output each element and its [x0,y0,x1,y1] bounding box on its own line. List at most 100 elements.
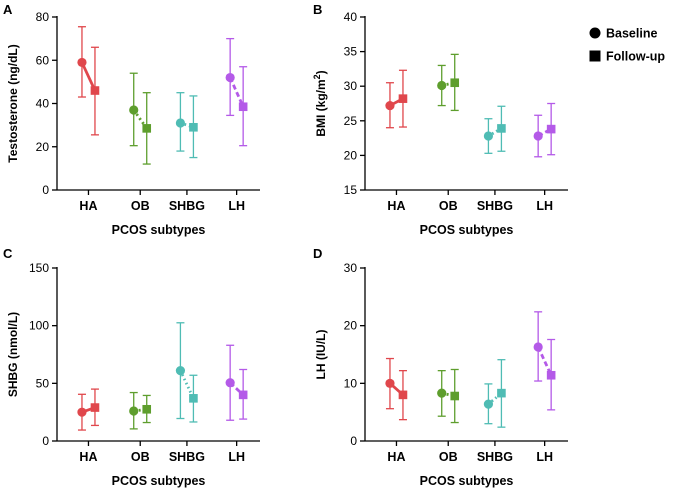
x-tick-label-ob: OB [439,450,458,464]
x-axis-label: PCOS subtypes [420,474,514,488]
panel-letter: C [3,246,13,261]
connector-line [536,346,553,376]
point-baseline-ob [437,80,447,91]
group-ob [437,368,460,424]
x-tick-label-lh: LH [536,450,553,464]
y-axis-label-part: Testosterone (ng/dL) [6,44,20,162]
point-followup-shbg [497,388,506,398]
y-tick-label: 40 [344,10,358,24]
point-followup-ha [90,86,100,95]
y-tick-label: 10 [344,376,358,390]
point-baseline-ob [129,105,139,115]
legend: Baseline Follow-up [589,27,665,64]
group-ha [385,69,408,129]
panel-letter: A [3,2,13,17]
group-lh [225,37,248,147]
legend-followup-marker [589,50,601,62]
y-axis-label-part: SHBG (nmol/L) [6,312,20,397]
point-followup-lh [546,124,556,134]
y-tick-label: 0 [42,434,49,448]
y-tick-label: 40 [36,97,50,111]
legend-baseline-marker [589,27,601,39]
panel-letter: D [313,246,322,261]
x-tick-label-shbg: SHBG [169,199,205,213]
y-tick-label: 80 [36,10,50,24]
y-tick-label: 20 [36,140,50,154]
point-baseline-ob [129,406,139,416]
x-tick-label-lh: LH [536,199,553,213]
x-tick-label-ob: OB [131,199,150,213]
group-ob [129,72,152,165]
x-tick-label-lh: LH [228,450,245,464]
y-tick-label: 15 [344,183,358,197]
y-axis-label-part: LH (IU/L) [314,330,328,380]
x-tick-label-ob: OB [439,199,458,213]
x-tick-label-shbg: SHBG [169,450,205,464]
group-shbg [483,105,506,154]
y-axis-label-part: ) [314,70,328,74]
y-axis-label-part: BMI (kg/m [314,79,328,136]
x-tick-label-shbg: SHBG [477,450,513,464]
point-baseline-ha [77,57,87,68]
x-tick-label-ha: HA [387,450,405,464]
group-ha [77,26,100,136]
y-axis-label: SHBG (nmol/L) [6,312,20,397]
panel-d-lh: D 0 10 20 30 HA OB SHBG LH PCOS subtypes LH (IU/L) [313,246,568,488]
y-axis-label: BMI (kg/m2) [312,70,328,136]
x-tick-label-ha: HA [79,450,97,464]
panel-c-shbg: C 0 50 100 150 HA OB SHBG LH PCOS subtypes SHBG (n… [3,246,260,488]
point-followup-ha [398,94,408,103]
y-tick-label: 25 [344,114,358,128]
point-followup-ha [398,390,408,400]
point-baseline-lh [533,342,543,352]
x-axis-label: PCOS subtypes [112,474,206,488]
point-followup-shbg [189,394,198,403]
x-axis-label: PCOS subtypes [112,223,206,237]
point-followup-shbg [497,124,506,133]
point-followup-ob [450,391,460,401]
connector-line [80,61,97,92]
point-followup-ob [142,124,152,133]
x-tick-label-shbg: SHBG [477,199,513,213]
panel-a-testosterone: A 0 20 40 60 80 HA OB SHBG LH PCOS subtypes Testost… [3,2,260,237]
x-tick-label-ha: HA [79,199,97,213]
group-lh [533,102,556,158]
y-tick-label: 0 [42,183,49,197]
y-tick-label: 35 [344,45,358,59]
legend-baseline-label: Baseline [606,27,657,41]
x-tick-label-lh: LH [228,199,245,213]
y-tick-label: 150 [29,261,49,275]
panel-letter: B [313,2,322,17]
connector-line [228,76,245,108]
y-tick-label: 20 [344,319,358,333]
y-axis-label: Testosterone (ng/dL) [6,44,20,162]
point-followup-lh [238,102,248,112]
point-followup-ha [90,403,100,412]
y-axis-label-part: 2 [312,74,322,79]
y-axis-label: LH (IU/L) [314,330,328,380]
x-tick-label-ha: HA [387,199,405,213]
group-lh [225,344,248,421]
point-baseline-ha [385,378,395,388]
point-baseline-ha [385,100,395,111]
y-tick-label: 60 [36,53,50,67]
group-ha [385,357,408,421]
group-shbg [175,92,198,159]
panel-b-bmi: B 15 20 25 30 35 40 HA OB SHBG LH PCOS subtypes BMI … [312,2,568,237]
group-ob [437,53,460,112]
group-shbg [483,359,506,428]
point-baseline-lh [225,72,235,83]
x-axis-label: PCOS subtypes [420,223,514,237]
point-baseline-shbg [175,366,186,376]
y-tick-label: 100 [29,319,49,333]
group-ha [77,388,100,431]
point-baseline-shbg [483,399,494,409]
point-followup-ob [450,78,460,88]
x-tick-label-ob: OB [131,450,150,464]
y-tick-label: 30 [344,261,358,275]
connector-line [132,109,148,130]
legend-followup-label: Follow-up [606,50,665,64]
point-baseline-shbg [483,131,494,141]
group-ob [129,391,152,430]
